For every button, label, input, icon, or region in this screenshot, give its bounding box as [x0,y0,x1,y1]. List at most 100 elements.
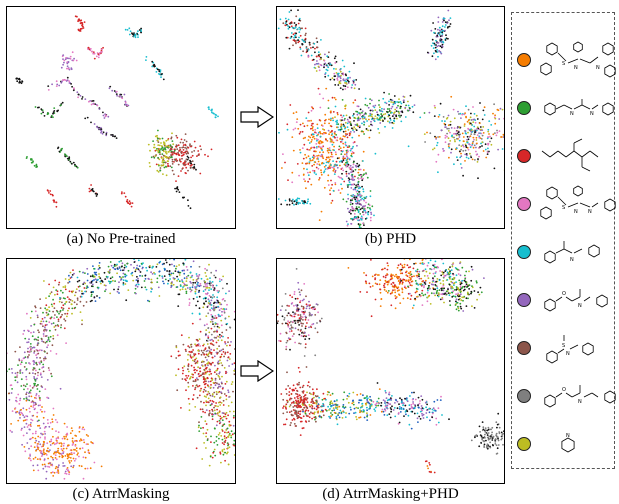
scatter-point [200,416,203,418]
scatter-point [49,317,52,320]
scatter-point [163,166,166,169]
scatter-point [436,287,439,290]
scatter-point [413,275,415,277]
scatter-point [153,63,156,66]
scatter-point [220,461,222,464]
cluster-filament [57,146,79,169]
scatter-point [394,289,396,291]
scatter-point [448,283,451,286]
scatter-point [91,100,94,102]
scatter-point [7,370,8,373]
scatter-point [421,289,424,292]
scatter-point [165,261,168,264]
scatter-point [327,184,330,186]
scatter-point [50,375,53,378]
scatter-point [324,62,327,65]
scatter-point [90,184,92,186]
scatter-point [303,143,306,146]
scatter-point [389,119,392,121]
scatter-point [331,96,334,99]
scatter-point [217,335,220,338]
scatter-point [26,442,29,444]
scatter-point [401,272,404,275]
scatter-point [496,131,499,134]
scatter-point [450,127,453,129]
scatter-point [291,302,294,304]
scatter-point [36,464,39,467]
scatter-point [383,286,386,289]
scatter-point [75,165,78,168]
scatter-point [484,143,487,146]
scatter-point [316,322,318,324]
scatter-point [165,157,168,159]
scatter-point [444,26,446,28]
scatter-point [290,35,293,38]
scatter-point [51,456,54,459]
scatter-point [75,435,78,437]
scatter-point [451,287,454,289]
scatter-point [356,113,359,116]
scatter-point [351,217,354,220]
scatter-point [383,282,386,285]
scatter-point [36,415,38,418]
scatter-point [309,43,311,46]
scatter-point [213,112,215,115]
scatter-point [475,150,477,153]
scatter-point [388,121,391,123]
scatter-point [68,461,71,464]
scatter-point [328,118,330,121]
scatter-point [197,352,200,355]
scatter-point [308,311,311,314]
scatter-point [206,349,209,352]
scatter-point [227,444,229,447]
scatter-point [464,160,466,162]
scatter-point [179,141,182,144]
cluster-lower-arm [332,144,375,228]
scatter-point [442,40,444,43]
scatter-point [360,174,362,177]
scatter-point [78,464,81,467]
scatter-point [61,291,64,294]
scatter-point [479,126,482,128]
scatter-point [306,120,309,122]
scatter-point [220,349,223,352]
scatter-point [457,268,459,271]
scatter-point [323,171,325,174]
scatter-point [98,273,100,275]
scatter-point [324,168,327,171]
scatter-point [92,290,94,293]
scatter-point [121,191,123,194]
scatter-point [219,396,222,399]
scatter-point [213,287,216,289]
scatter-point [333,168,335,171]
scatter-point [48,340,51,343]
scatter-point [206,269,208,272]
scatter-point [445,126,447,128]
scatter-point [219,336,222,339]
scatter-point [160,142,162,144]
scatter-point [446,132,448,135]
scatter-point [45,309,48,311]
scatter-point [361,179,364,182]
scatter-point [165,139,168,142]
scatter-point [101,132,104,135]
scatter-point [107,115,110,118]
scatter-point [62,286,65,288]
scatter-point [230,383,233,385]
scatter-point [192,380,195,383]
scatter-point [435,280,438,283]
scatter-point [228,315,230,318]
scatter-point [359,108,362,111]
scatter-point [351,202,354,205]
scatter-point [19,363,22,366]
scatter-point [358,224,361,227]
scatter-point [394,295,397,297]
scatter-point [224,300,226,302]
scatter-point [201,365,204,367]
scatter-point [214,384,217,387]
scatter-point [358,187,360,190]
scatter-point [440,274,443,277]
scatter-point [315,173,317,176]
scatter-point [436,51,439,53]
scatter-point [190,376,192,378]
